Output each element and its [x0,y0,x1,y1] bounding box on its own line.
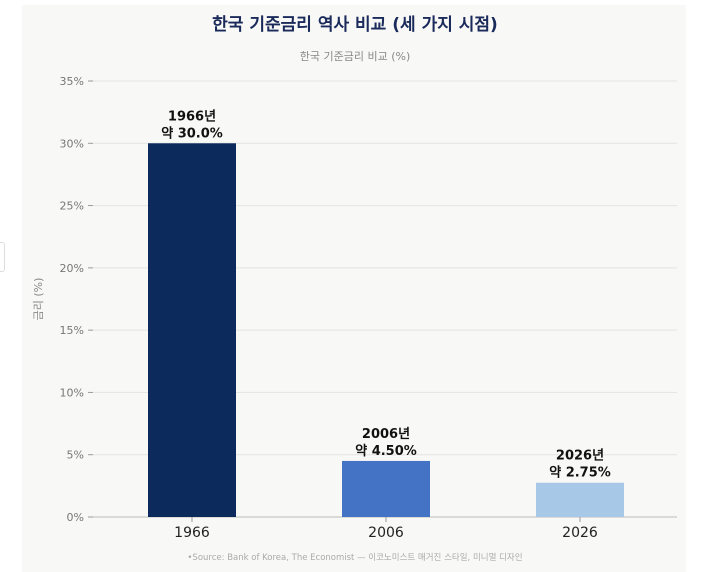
data-label-value: 약 2.75% [549,465,611,481]
y-tick-label: 30% [60,137,84,150]
data-label-year: 2006년 [362,427,410,442]
y-tick-label: 35% [60,75,84,88]
bar-1966 [148,143,236,518]
x-tick-label: 2006 [368,525,404,541]
chart-title: 한국 기준금리 역사 비교 (세 가지 시점) [212,15,498,35]
y-tick-label: 25% [60,200,84,213]
bar-2026 [536,482,624,517]
x-tick-label: 2026 [562,525,598,541]
y-tick-label: 20% [60,262,84,275]
data-label-year: 2026년 [556,449,604,464]
source-note: •Source: Bank of Korea, The Economist — … [187,553,523,563]
y-tick-label: 5% [67,449,84,462]
side-handle[interactable] [0,242,5,272]
y-tick-label: 10% [60,386,84,399]
y-tick-label: 0% [67,511,84,524]
data-label-value: 약 30.0% [161,125,223,141]
data-label-value: 약 4.50% [355,443,417,459]
bar-2006 [342,460,430,517]
chart-subtitle: 한국 기준금리 비교 (%) [299,50,411,63]
y-tick-label: 15% [60,324,84,337]
data-label-year: 1966년 [168,109,216,124]
y-axis-label: 금리 (%) [32,278,45,321]
x-tick-label: 1966 [174,525,210,541]
